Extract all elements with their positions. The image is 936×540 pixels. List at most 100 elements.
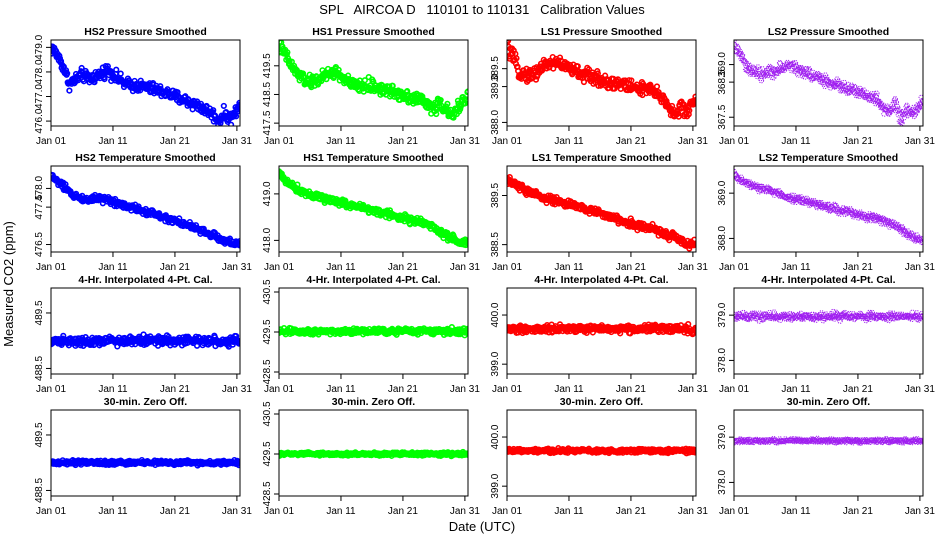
x-axis-label: Date (UTC) xyxy=(449,519,515,534)
y-tick-label: 369.0 xyxy=(717,180,728,205)
data-point xyxy=(580,78,588,86)
data-point xyxy=(914,310,920,316)
data-point xyxy=(692,325,696,333)
data-point xyxy=(873,90,880,97)
x-tick-label: Jan 21 xyxy=(616,384,646,395)
y-tick-label: 479.0 xyxy=(34,34,45,59)
panel-title: LS1 Temperature Smoothed xyxy=(532,152,671,164)
y-tick-label: 418.5 xyxy=(262,82,273,107)
data-point xyxy=(692,93,696,100)
plot-frame xyxy=(733,165,924,253)
data-point xyxy=(860,93,867,99)
panel-ls2-row3: 4-Hr. Interpolated 4-Pt. Cal.378.0379.0J… xyxy=(717,274,935,395)
data-point xyxy=(229,341,236,348)
panel-title: HS1 Pressure Smoothed xyxy=(312,26,435,38)
data-point xyxy=(784,61,790,68)
x-tick-label: Jan 11 xyxy=(781,262,811,273)
x-tick-label: Jan 01 xyxy=(719,384,749,395)
data-point xyxy=(844,90,850,97)
data-point xyxy=(817,76,823,83)
y-tick-label: 379.0 xyxy=(717,302,728,327)
data-point xyxy=(919,237,923,244)
x-tick-label: Jan 21 xyxy=(388,136,418,147)
data-point xyxy=(777,60,784,67)
data-point xyxy=(66,87,73,94)
data-point xyxy=(574,63,581,70)
x-tick-label: Jan 01 xyxy=(36,136,66,147)
y-tick-label: 488.5 xyxy=(34,356,45,381)
x-tick-label: Jan 01 xyxy=(492,262,522,273)
data-point xyxy=(833,309,839,316)
x-tick-label: Jan 11 xyxy=(326,384,356,395)
data-point xyxy=(779,311,786,318)
data-point xyxy=(235,462,240,469)
y-tick-label: 428.5 xyxy=(262,359,273,384)
data-point xyxy=(164,86,171,93)
data-point xyxy=(799,65,805,72)
x-tick-label: Jan 01 xyxy=(36,262,66,273)
panel-title: LS2 Pressure Smoothed xyxy=(768,26,889,38)
data-point xyxy=(653,83,661,90)
data-point xyxy=(806,66,813,72)
x-tick-label: Jan 01 xyxy=(264,506,294,517)
x-tick-label: Jan 31 xyxy=(905,262,935,273)
data-point xyxy=(753,183,760,190)
data-point xyxy=(799,315,805,322)
data-point xyxy=(464,237,468,245)
panel-hs1-row3: 4-Hr. Interpolated 4-Pt. Cal.428.5429.54… xyxy=(262,274,480,395)
y-tick-label: 418.0 xyxy=(262,227,273,252)
scatter-series xyxy=(507,40,696,120)
data-point xyxy=(918,313,923,320)
panel-title: HS2 Temperature Smoothed xyxy=(75,152,215,164)
data-point xyxy=(914,109,920,115)
scatter-series xyxy=(507,321,696,338)
data-point xyxy=(686,245,693,252)
data-point xyxy=(754,71,760,78)
data-point xyxy=(919,310,923,317)
data-point xyxy=(808,316,814,322)
y-tick-label: 419.0 xyxy=(262,181,273,206)
x-tick-label: Jan 01 xyxy=(264,136,294,147)
scatter-series xyxy=(51,171,240,249)
panel-ls1-row1: LS1 Pressure Smoothed388.0389.0389.5Jan … xyxy=(490,26,708,147)
x-tick-label: Jan 11 xyxy=(326,136,356,147)
scatter-series xyxy=(279,324,468,339)
data-point xyxy=(887,315,894,322)
data-point xyxy=(444,100,451,107)
x-tick-label: Jan 31 xyxy=(222,506,252,517)
scatter-series xyxy=(734,40,923,126)
data-point xyxy=(691,99,696,106)
y-tick-label: 478.0 xyxy=(34,175,45,200)
x-tick-label: Jan 21 xyxy=(160,262,190,273)
data-point xyxy=(761,316,767,322)
data-point xyxy=(556,54,564,61)
data-point xyxy=(749,68,756,74)
x-tick-label: Jan 21 xyxy=(616,136,646,147)
data-point xyxy=(513,55,520,62)
data-point xyxy=(284,49,291,56)
panel-title: 4-Hr. Interpolated 4-Pt. Cal. xyxy=(306,274,440,286)
y-tick-label: 478.0 xyxy=(34,59,45,84)
data-point xyxy=(899,120,905,126)
data-point xyxy=(389,82,396,89)
data-point xyxy=(56,52,63,59)
x-tick-label: Jan 01 xyxy=(264,384,294,395)
data-point xyxy=(235,103,240,110)
y-tick-label: 476.0 xyxy=(34,108,45,133)
data-point xyxy=(866,211,873,217)
data-point xyxy=(899,224,906,230)
x-tick-label: Jan 01 xyxy=(492,136,522,147)
scatter-series xyxy=(734,308,923,324)
data-point xyxy=(113,66,120,73)
x-tick-label: Jan 11 xyxy=(554,384,584,395)
panel-title: 30-min. Zero Off. xyxy=(104,396,188,408)
figure-title: SPL AIRCOA D 110101 to 110131 Calibratio… xyxy=(319,2,645,17)
plot-frame xyxy=(278,165,469,253)
data-point xyxy=(919,100,923,107)
data-point xyxy=(507,40,512,44)
x-tick-label: Jan 11 xyxy=(98,136,128,147)
data-point xyxy=(883,103,890,109)
plot-frame xyxy=(50,409,241,497)
x-tick-label: Jan 01 xyxy=(264,262,294,273)
